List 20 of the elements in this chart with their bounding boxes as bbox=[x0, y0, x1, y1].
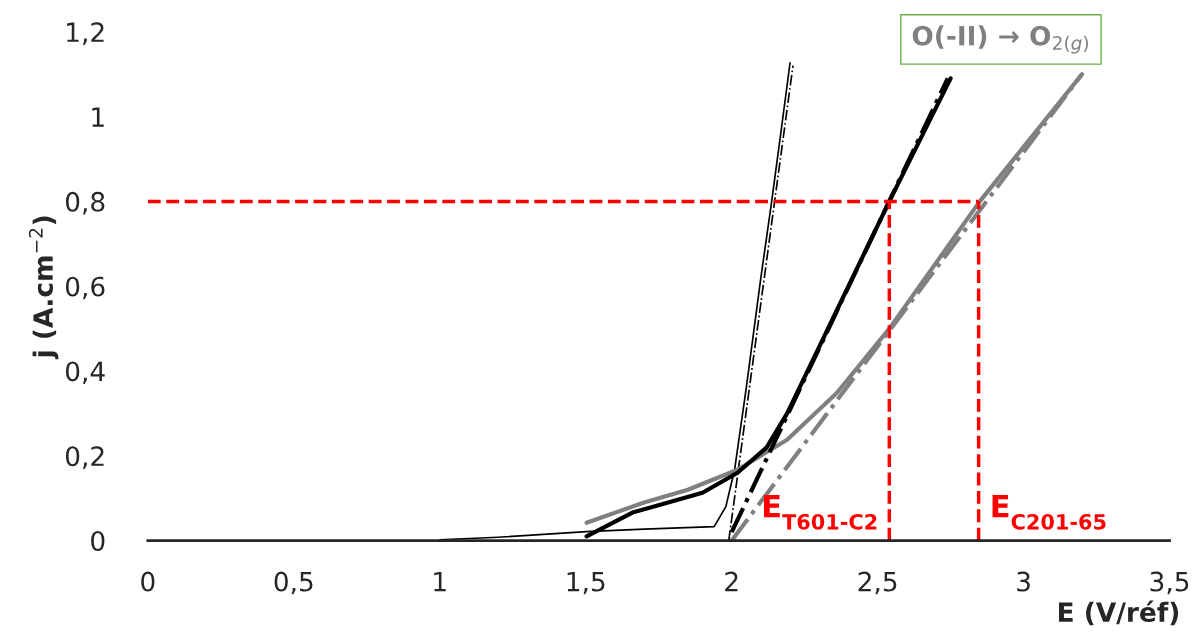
y-tick-label: 0,8 bbox=[65, 191, 105, 215]
x-tick-label: 2 bbox=[725, 571, 738, 592]
x-tick-label: 0,5 bbox=[274, 571, 313, 595]
x-tick-label: 3,5 bbox=[1150, 571, 1189, 595]
x-tick-label: 1 bbox=[434, 571, 446, 592]
x-axis-title: E (V/réf) bbox=[1058, 600, 1179, 626]
annotation: O(-II) → O$_{2(g)}$ bbox=[912, 25, 1088, 54]
y-tick-label: 1,2 bbox=[67, 22, 104, 45]
x-tick-label: 1,5 bbox=[567, 571, 605, 595]
x-tick-label: 0 bbox=[141, 571, 155, 592]
y-tick-label: 1 bbox=[92, 107, 104, 127]
y-tick-label: 0,2 bbox=[65, 446, 104, 469]
y-tick-label: 0,6 bbox=[65, 276, 105, 300]
ref-line-label: ET601-C2 bbox=[764, 495, 877, 530]
y-tick-label: 0 bbox=[91, 531, 105, 551]
x-tick-label: 2,5 bbox=[858, 571, 897, 595]
y-axis-title: j (A.cm$^{−2}$) bbox=[28, 216, 59, 360]
ref-line-label: EC201-65 bbox=[992, 495, 1106, 530]
y-tick-label: 0,4 bbox=[65, 361, 105, 385]
x-tick-label: 3 bbox=[1017, 571, 1030, 592]
